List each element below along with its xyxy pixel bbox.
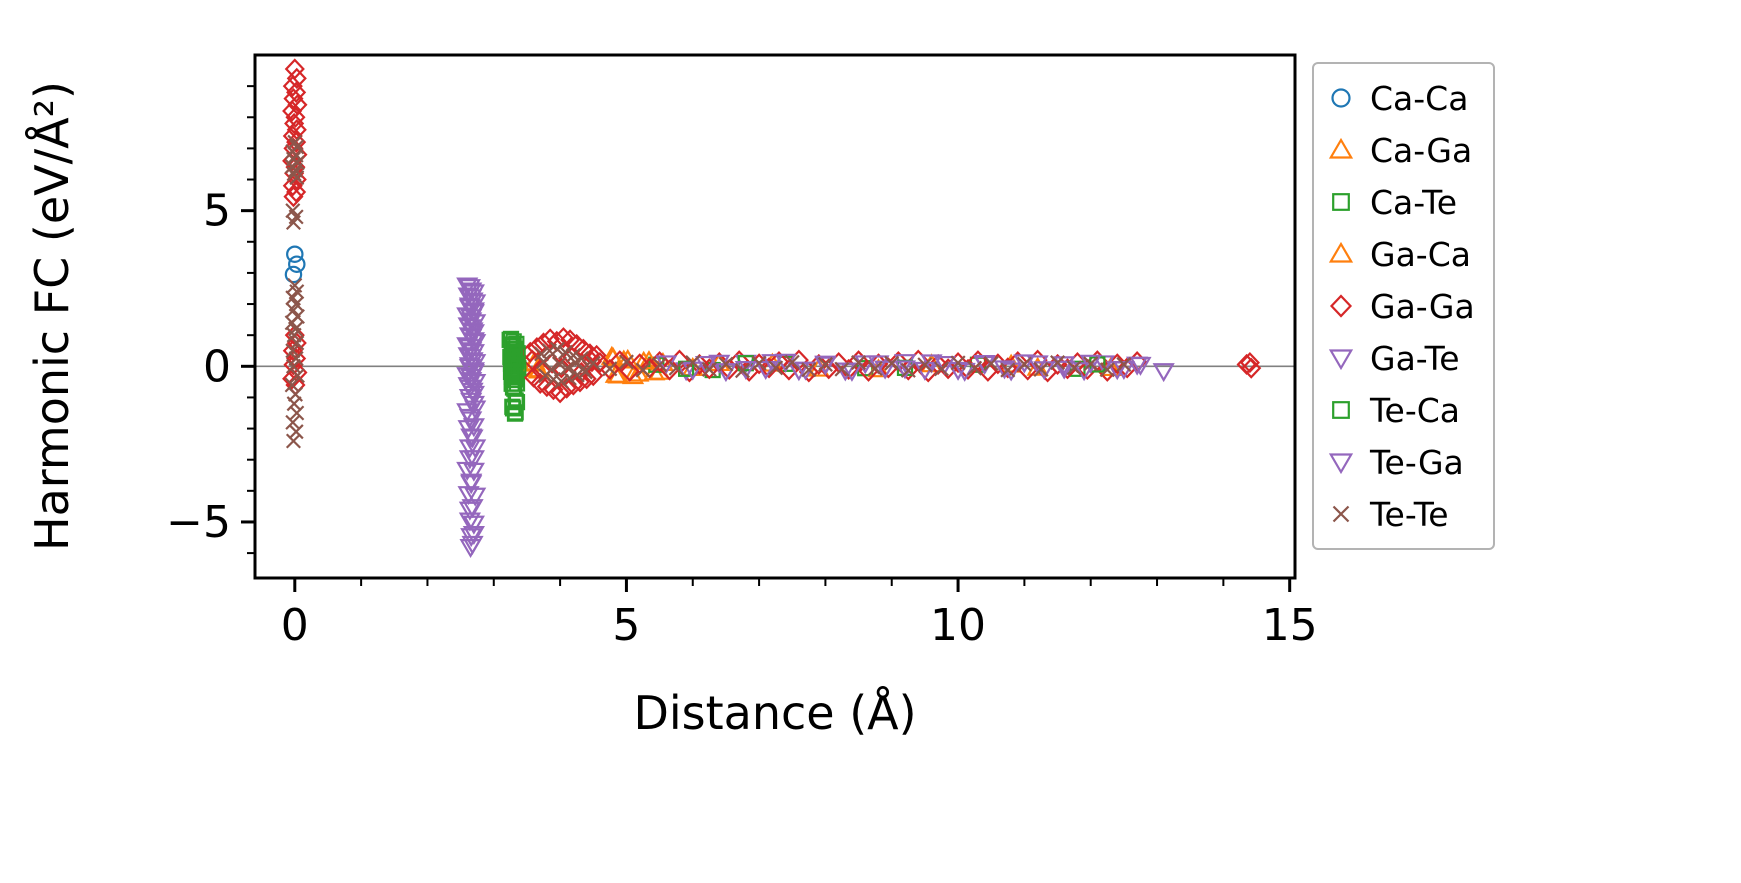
diamond-icon (1326, 291, 1356, 321)
legend-item-ga-ga: Ga-Ga (1326, 280, 1475, 332)
legend-item-te-ca: Te-Ca (1326, 384, 1475, 436)
x-icon (1326, 499, 1356, 529)
legend-label: Ga-Ga (1370, 286, 1475, 326)
legend-label: Te-Te (1370, 494, 1449, 534)
axes-frame (253, 53, 1297, 580)
y-tick-label: 5 (203, 186, 231, 237)
series-ga-te (456, 277, 1175, 559)
series-te-te (284, 134, 1132, 449)
legend-item-te-te: Te-Te (1326, 488, 1475, 540)
y-axis-label: Harmonic FC (eV/Å²) (25, 81, 79, 551)
legend-label: Ca-Ca (1370, 78, 1469, 118)
triangle-down-icon (1326, 343, 1356, 373)
legend-label: Te-Ga (1370, 442, 1464, 482)
triangle-up-icon (1326, 239, 1356, 269)
legend-item-ga-ca: Ga-Ca (1326, 228, 1475, 280)
legend-label: Ca-Te (1370, 182, 1457, 222)
legend-item-te-ga: Te-Ga (1326, 436, 1475, 488)
circle-icon (1326, 83, 1356, 113)
legend-item-ca-ca: Ca-Ca (1326, 72, 1475, 124)
legend-label: Ga-Ca (1370, 234, 1471, 274)
legend-label: Te-Ca (1370, 390, 1461, 430)
legend-item-ga-te: Ga-Te (1326, 332, 1475, 384)
series-te-ga (458, 279, 1149, 555)
square-icon (1326, 395, 1356, 425)
y-tick-label: −5 (166, 497, 231, 548)
series-ga-ga (282, 58, 1262, 404)
y-tick-label: 0 (203, 341, 231, 392)
legend-label: Ca-Ga (1370, 130, 1473, 170)
series-te-ca (501, 331, 1106, 421)
x-tick-label: 10 (930, 600, 986, 651)
legend-item-ca-te: Ca-Te (1326, 176, 1475, 228)
x-tick-label: 5 (612, 600, 640, 651)
legend-label: Ga-Te (1370, 338, 1460, 378)
legend-item-ca-ga: Ca-Ga (1326, 124, 1475, 176)
square-icon (1326, 187, 1356, 217)
series-ca-ca (284, 245, 306, 284)
triangle-down-icon (1326, 447, 1356, 477)
x-axis-label: Distance (Å) (633, 686, 917, 740)
x-tick-label: 0 (281, 600, 309, 651)
x-tick-label: 15 (1262, 600, 1318, 651)
axis-ticks: 0 5 10 15 −5 0 5 (166, 85, 1318, 651)
triangle-up-icon (1326, 135, 1356, 165)
legend: Ca-Ca Ca-Ga Ca-Te Ga-Ca Ga-Ga Ga-Te Te-Ca Te-Ga… (1312, 62, 1495, 550)
